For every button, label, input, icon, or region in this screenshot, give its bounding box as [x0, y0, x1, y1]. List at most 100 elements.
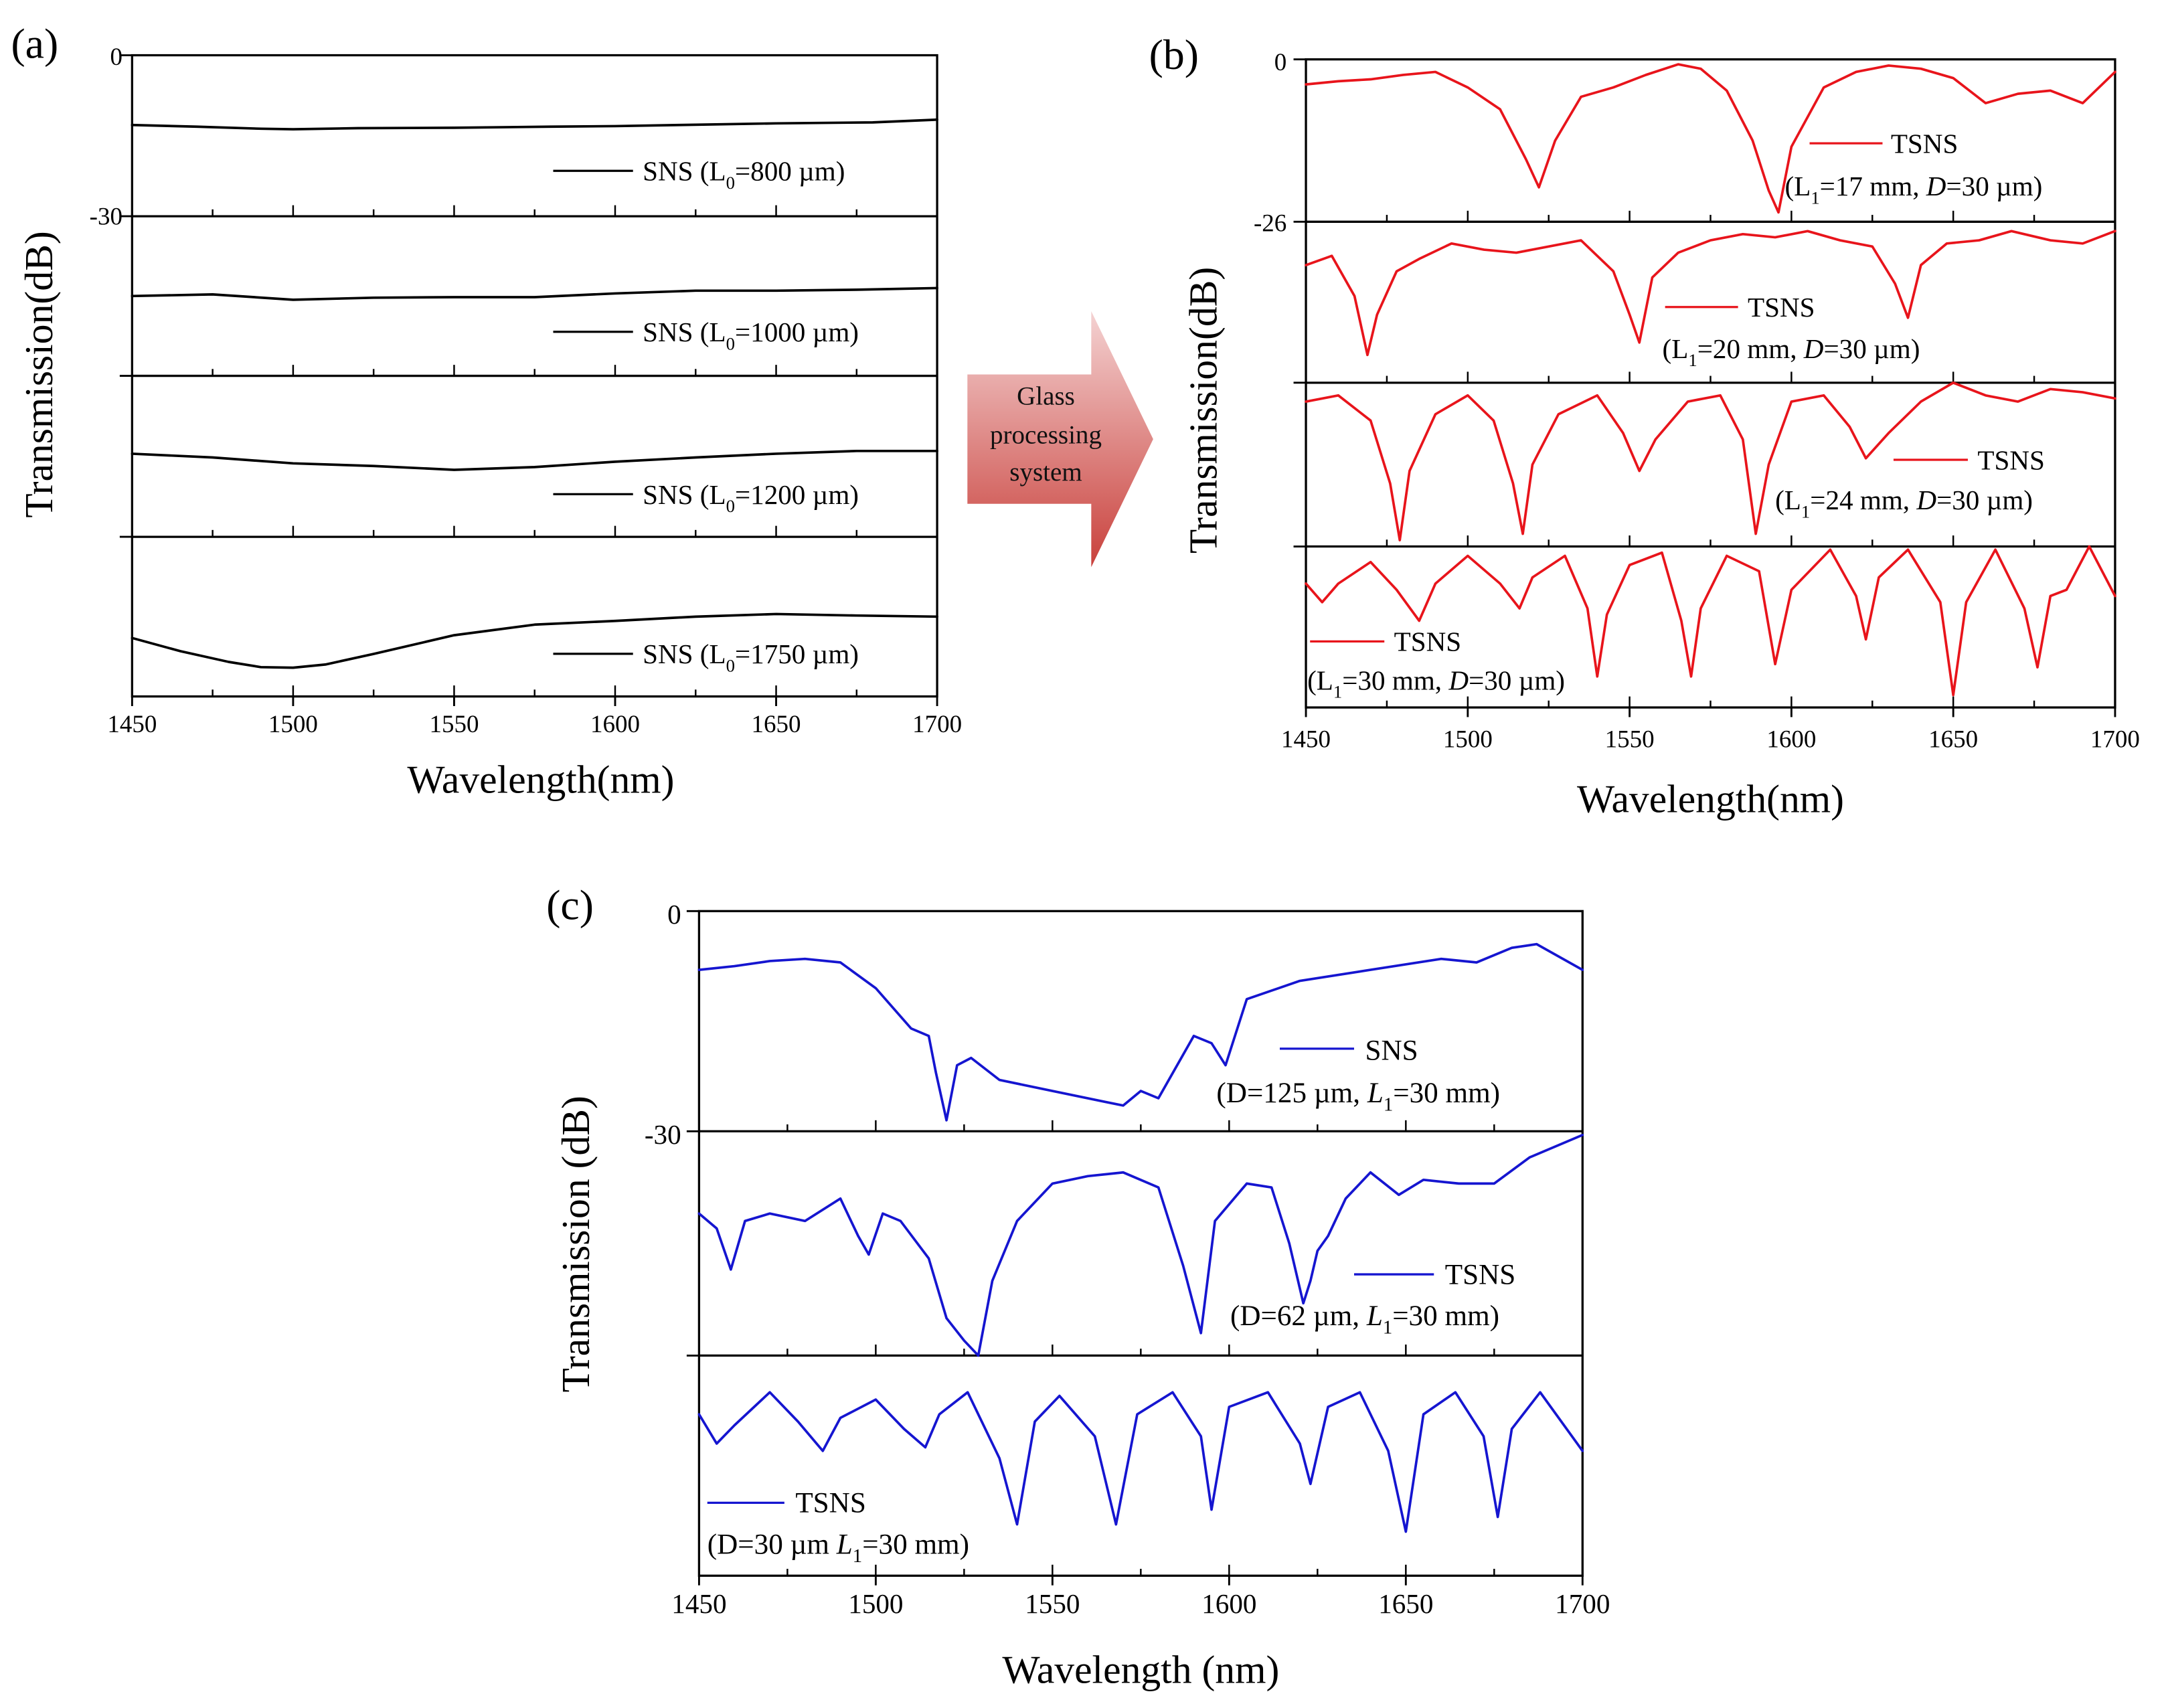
panel-c-legend-1-desc: (D=125 µm, L1=30 mm)	[1216, 1078, 1500, 1115]
legend-sub: 1	[1811, 188, 1819, 208]
panel-b-xtick-label: 1700	[2090, 726, 2140, 754]
panel-a-legend-3-text: SNS (L0=1200 µm)	[643, 479, 859, 516]
arrow-label-line-3: system	[1009, 458, 1082, 487]
panel-c-label: (c)	[546, 881, 594, 929]
legend-sub: 1	[853, 1545, 862, 1567]
legend-part: =30 mm)	[862, 1529, 969, 1560]
panel-a-legend-1: SNS (L0=800 µm)	[553, 156, 845, 193]
panel-b: (b) Transmission(dB) Wavelength(nm) 0 -2…	[1149, 31, 2140, 821]
panel-b-series-4-line	[1305, 545, 2116, 697]
panel-a-legend-4-text: SNS (L0=1750 µm)	[643, 638, 859, 675]
panel-a-legend-1-text: SNS (L0=800 µm)	[643, 156, 845, 193]
panel-c-xtick-label: 1650	[1378, 1588, 1433, 1619]
legend-part: =30 mm,	[1342, 665, 1448, 695]
panel-a-xtick-label: 1650	[752, 711, 801, 738]
panel-a-ytick-mid: -30	[90, 203, 122, 230]
panel-b-xtick-label: 1600	[1766, 726, 1816, 754]
panel-c-plot-frame	[697, 910, 1584, 1577]
legend-sub: 0	[726, 173, 735, 193]
legend-part: SNS (L	[643, 638, 726, 670]
panel-b-xtick-label: 1450	[1281, 726, 1331, 754]
panel-b-series-1-line	[1305, 63, 2116, 214]
legend-part: (D=125 µm,	[1216, 1078, 1367, 1109]
arrow-label-line-2: processing	[990, 420, 1102, 449]
panel-b-legend-3-title: TSNS	[1977, 444, 2045, 475]
panel-c-ylabel: Transmission (dB)	[554, 1096, 598, 1392]
panel-c-xtick-label: 1450	[671, 1588, 726, 1619]
panel-a-series-3-line	[131, 449, 938, 471]
panel-a-legend-3: SNS (L0=1200 µm)	[553, 479, 859, 516]
panel-c-series-1-line	[697, 942, 1584, 1122]
legend-italic: L	[1367, 1078, 1384, 1109]
legend-italic: D	[1803, 333, 1824, 364]
panel-c-xlabel: Wavelength (nm)	[1002, 1648, 1279, 1692]
legend-part: (L	[1307, 665, 1333, 696]
panel-a-legend-2: SNS (L0=1000 µm)	[553, 317, 859, 354]
panel-a-series-4-line	[131, 612, 938, 669]
panel-b-legend-3: TSNS (L1=24 mm, D=30 µm)	[1775, 444, 2045, 521]
legend-sub: 1	[1801, 501, 1810, 521]
legend-part: =1200 µm)	[735, 479, 859, 511]
legend-sub: 1	[1383, 1316, 1392, 1338]
panel-c-legend-3-desc: (D=30 µm L1=30 mm)	[707, 1529, 969, 1566]
panel-b-legend-3-desc: (L1=24 mm, D=30 µm)	[1775, 485, 2033, 521]
legend-part: =1750 µm)	[735, 638, 859, 670]
panel-a-ylabel: Transmission(dB)	[17, 231, 61, 517]
panel-c: (c) Transmission (dB) Wavelength (nm) 0 …	[546, 881, 1610, 1692]
panel-b-legend-4-desc: (L1=30 mm, D=30 µm)	[1307, 665, 1565, 701]
legend-part: =30 µm)	[1823, 333, 1920, 365]
panel-a-ytick-top: 0	[110, 44, 122, 71]
panel-b-ylabel: Transmission(dB)	[1181, 267, 1225, 553]
panel-a-xtick-label: 1500	[268, 711, 318, 738]
legend-sub: 0	[726, 334, 735, 354]
panel-b-xtick-label: 1550	[1605, 726, 1655, 754]
panel-b-legend-2-desc: (L1=20 mm, D=30 µm)	[1663, 333, 1920, 370]
panel-c-legend-1: SNS (D=125 µm, L1=30 mm)	[1216, 1035, 1500, 1115]
legend-part: (L	[1775, 485, 1801, 516]
panel-c-xtick-label: 1600	[1201, 1588, 1256, 1619]
panel-a-xtick-label: 1700	[912, 711, 962, 738]
panel-b-legend-1: TSNS (L1=17 mm, D=30 µm)	[1785, 129, 2043, 208]
panel-b-legend-4: TSNS (L1=30 mm, D=30 µm)	[1307, 626, 1565, 702]
panel-b-ytick-top: 0	[1274, 49, 1287, 76]
panel-b-legend-2: TSNS (L1=20 mm, D=30 µm)	[1663, 292, 1920, 370]
panel-a: (a) Transmission(dB) Wavelength(nm) 0 -3…	[11, 20, 962, 802]
legend-part: =30 µm)	[1946, 171, 2042, 202]
arrow-label-line-1: Glass	[1017, 382, 1075, 411]
legend-part: =1000 µm)	[735, 317, 859, 348]
panel-b-legend-4-title: TSNS	[1394, 626, 1462, 657]
legend-italic: L	[1366, 1300, 1383, 1332]
panel-c-legend-3-title: TSNS	[795, 1488, 866, 1519]
legend-sub: 1	[1384, 1094, 1393, 1115]
panel-c-xtick-label: 1550	[1025, 1588, 1080, 1619]
panel-b-legend-2-title: TSNS	[1748, 292, 1815, 323]
legend-part: =17 mm,	[1820, 171, 1926, 201]
legend-part: SNS (L	[643, 317, 726, 348]
panel-a-label: (a)	[11, 20, 58, 68]
panel-b-series-3-line	[1305, 381, 2116, 541]
panel-c-series-3-line	[697, 1391, 1584, 1533]
panel-c-legend-1-title: SNS	[1365, 1035, 1418, 1066]
panel-c-legend-2-desc: (D=62 µm, L1=30 mm)	[1230, 1300, 1499, 1338]
panel-c-series-2-line	[697, 1133, 1584, 1357]
legend-sub: 0	[726, 496, 735, 516]
panel-a-xlabel: Wavelength(nm)	[407, 758, 674, 802]
panel-b-xtick-label: 1650	[1928, 726, 1978, 754]
panel-b-legend-1-desc: (L1=17 mm, D=30 µm)	[1785, 171, 2043, 207]
panel-b-ytick-mid: -26	[1254, 210, 1286, 238]
panel-a-legend-4: SNS (L0=1750 µm)	[553, 638, 859, 676]
legend-part: =30 µm)	[1469, 665, 1565, 696]
process-arrow-shape	[967, 311, 1153, 568]
legend-sub: 0	[726, 656, 735, 676]
legend-italic: L	[836, 1529, 853, 1560]
panel-c-ytick-top: 0	[667, 899, 681, 930]
legend-part: (L	[1663, 333, 1689, 365]
panel-a-xtick-label: 1450	[107, 711, 157, 738]
panel-c-legend-2-title: TSNS	[1445, 1259, 1516, 1290]
legend-part: (L	[1785, 171, 1811, 202]
panel-a-legend-2-text: SNS (L0=1000 µm)	[643, 317, 859, 353]
legend-italic: D	[1926, 171, 1946, 201]
panel-a-series-1-line	[131, 118, 938, 131]
legend-part: =800 µm)	[735, 156, 845, 187]
